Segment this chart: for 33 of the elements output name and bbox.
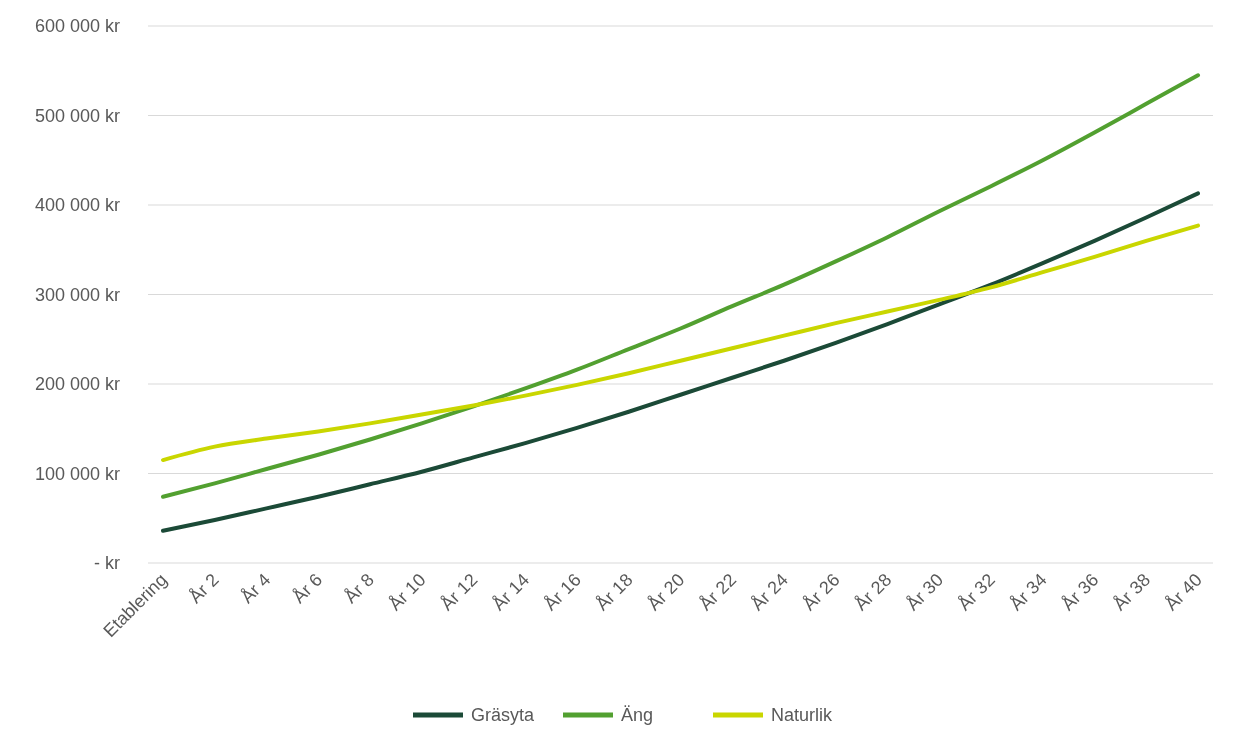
x-tick-label: År 20 <box>643 569 689 615</box>
line-series <box>161 191 1200 533</box>
line-series <box>161 223 1200 463</box>
x-tick-label: År 36 <box>1057 569 1103 615</box>
x-tick-label: År 12 <box>436 569 482 615</box>
y-tick-label: 600 000 kr <box>34 16 120 37</box>
legend-label: Naturlik <box>771 705 834 726</box>
x-tick-label: År 30 <box>902 569 948 615</box>
x-tick-label: År 8 <box>340 569 378 608</box>
x-tick-label: År 14 <box>488 569 534 615</box>
x-tick-label: År 6 <box>288 569 327 608</box>
x-tick-label: År 4 <box>236 569 275 608</box>
x-tick-label: År 16 <box>540 569 585 615</box>
x-tick-label: År 38 <box>1109 569 1155 615</box>
legend-label: Gräsyta <box>471 705 536 726</box>
y-tick-label: 300 000 kr <box>34 284 120 305</box>
x-tick-label: År 24 <box>747 569 792 615</box>
y-tick-label: - kr <box>94 553 120 574</box>
x-tick-label: År 40 <box>1161 569 1206 615</box>
x-tick-label: År 28 <box>850 569 896 615</box>
y-tick-label: 200 000 kr <box>34 374 120 395</box>
legend-label: Äng <box>621 705 654 726</box>
x-tick-label: År 26 <box>799 569 844 615</box>
y-tick-label: 400 000 kr <box>34 195 120 216</box>
x-tick-label: År 34 <box>1006 569 1051 615</box>
y-tick-label: 100 000 kr <box>34 463 120 484</box>
x-tick-label: År 18 <box>592 569 637 615</box>
line-series <box>161 73 1200 499</box>
x-tick-label: År 22 <box>695 569 741 615</box>
y-tick-label: 500 000 kr <box>34 105 120 126</box>
x-tick-label: År 2 <box>185 569 223 608</box>
x-tick-label: År 32 <box>954 569 999 615</box>
x-tick-label: År 10 <box>385 569 430 615</box>
